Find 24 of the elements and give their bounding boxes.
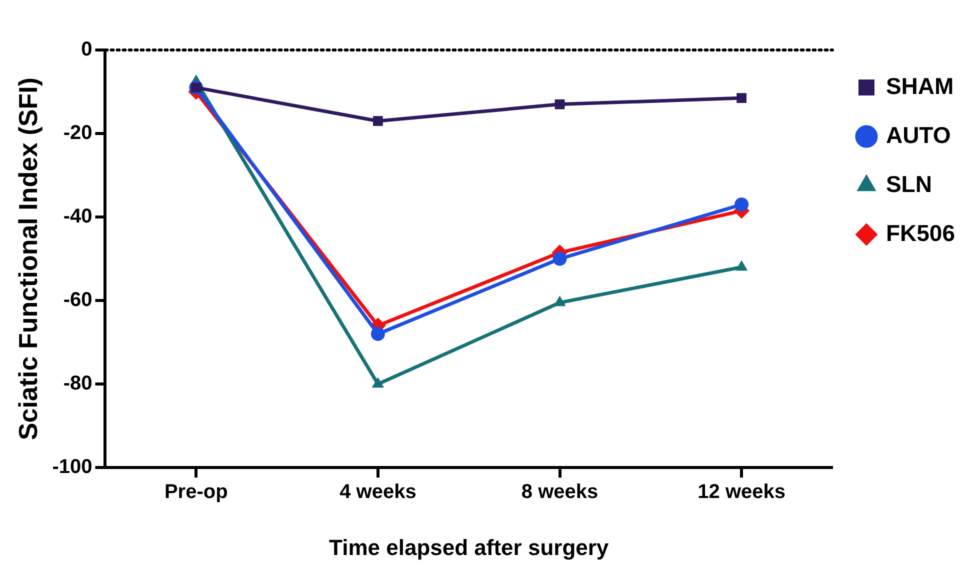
x-axis-title: Time elapsed after surgery (329, 534, 610, 560)
x-tick-label: Pre-op (164, 481, 228, 504)
y-axis-title: Sciatic Functional Index (SFI) (12, 77, 43, 440)
legend-label: FK506 (886, 220, 956, 246)
point (372, 377, 384, 388)
legend-label: SHAM (886, 72, 954, 99)
legend-label: AUTO (886, 122, 951, 148)
y-tick-label: -40 (63, 206, 92, 228)
y-tick-label: -20 (63, 122, 92, 144)
legend-label: SLN (886, 170, 932, 197)
x-tick-label: 4 weeks (340, 481, 416, 504)
y-tick-label: -60 (63, 289, 92, 312)
point (554, 99, 565, 110)
point (734, 198, 749, 212)
y-tick-label: 0 (81, 38, 92, 61)
x-tick-label: 12 weeks (698, 481, 786, 504)
point (372, 116, 383, 126)
point (552, 252, 567, 266)
point (736, 260, 748, 271)
y-tick-label: -100 (52, 456, 92, 478)
y-tick-label: -80 (63, 372, 92, 395)
x-tick-label: 8 weeks (521, 481, 598, 504)
point (736, 93, 747, 103)
point (370, 326, 385, 341)
